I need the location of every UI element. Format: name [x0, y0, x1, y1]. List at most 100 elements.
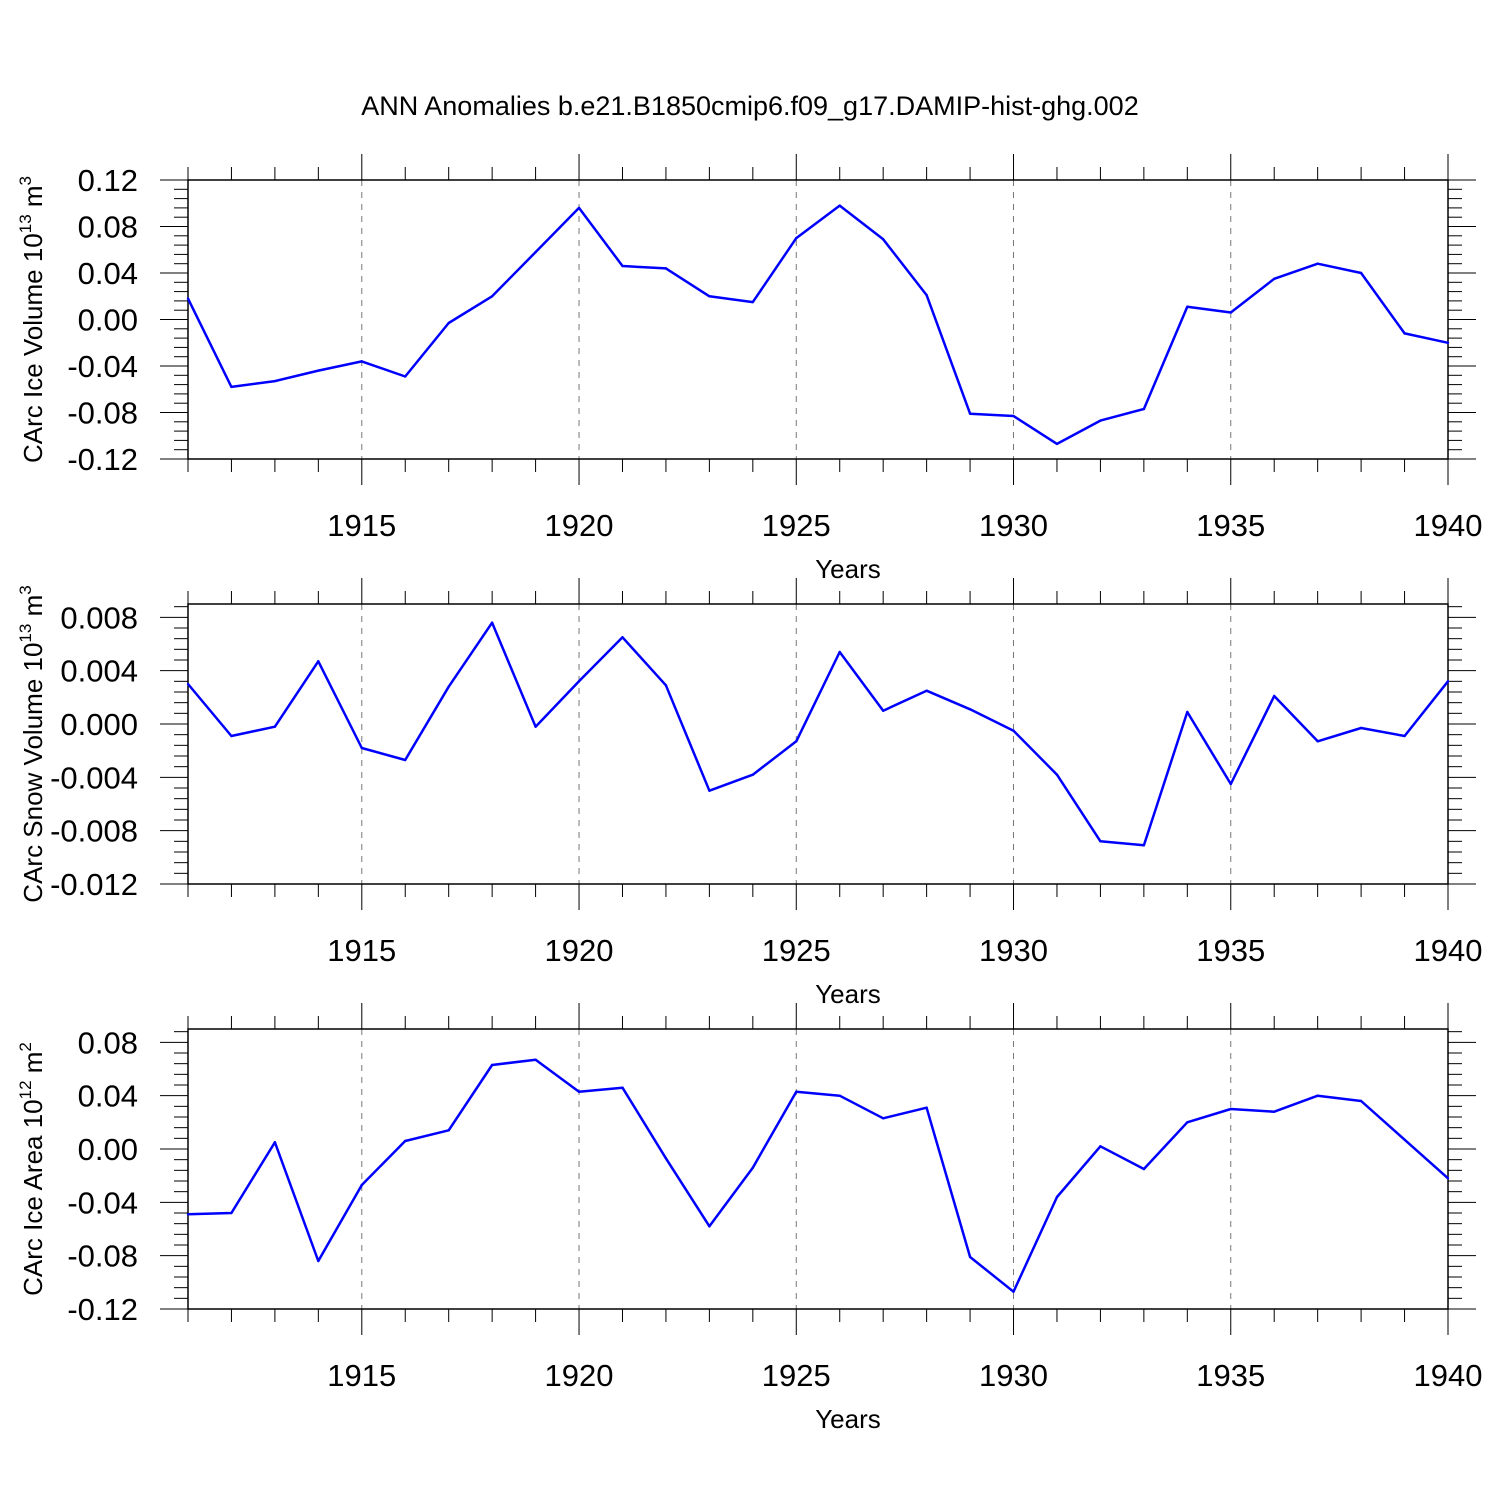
y-tick-label: -0.004	[50, 760, 138, 795]
data-point	[404, 758, 407, 762]
data-point	[230, 1211, 233, 1215]
y-tick-label: 0.008	[60, 600, 138, 635]
data-point	[230, 385, 233, 389]
data-point	[1099, 1145, 1102, 1148]
data-point	[1186, 1121, 1189, 1124]
x-tick-label: 1920	[545, 1358, 614, 1393]
data-point	[1403, 1138, 1406, 1141]
x-tick-label: 1920	[545, 933, 614, 968]
data-point	[795, 740, 798, 743]
y-tick-label: -0.12	[67, 1292, 138, 1327]
data-point	[881, 709, 885, 712]
data-point	[577, 680, 581, 683]
data-point	[404, 375, 407, 378]
x-tick-label: 1935	[1196, 1358, 1265, 1393]
plot-frame	[187, 603, 1449, 885]
series-line	[187, 621, 1449, 847]
data-point	[838, 650, 841, 654]
data-point	[490, 295, 494, 298]
x-tick-label: 1930	[979, 508, 1048, 543]
data-point	[1012, 1290, 1015, 1293]
data-point	[1316, 740, 1319, 743]
data-point	[968, 1255, 972, 1259]
data-point	[795, 1090, 798, 1093]
x-tick-label: 1940	[1414, 1358, 1483, 1393]
data-point	[1316, 262, 1319, 265]
data-point	[968, 708, 972, 711]
data-point	[621, 636, 624, 639]
y-tick-label: 0.04	[78, 1079, 138, 1114]
data-point	[838, 1094, 841, 1097]
data-point	[230, 734, 233, 738]
data-point	[534, 250, 537, 254]
data-point	[1446, 1177, 1450, 1180]
y-tick-label: 0.00	[78, 1132, 138, 1167]
data-point	[1055, 442, 1059, 446]
data-point	[968, 412, 972, 415]
x-tick-label: 1935	[1196, 508, 1265, 543]
series-line	[186, 204, 1449, 446]
x-tick-label: 1925	[762, 508, 831, 543]
data-point	[708, 789, 711, 792]
x-tick-label: 1915	[327, 508, 396, 543]
data-point	[577, 206, 581, 210]
data-point	[881, 238, 885, 241]
data-point	[1359, 271, 1363, 275]
y-tick-label: 0.00	[78, 303, 138, 338]
data-point	[664, 267, 668, 270]
data-point	[534, 1058, 537, 1061]
x-axis-label: Years	[815, 554, 881, 584]
data-point	[404, 1139, 407, 1143]
data-point	[317, 660, 320, 663]
series-line	[187, 1058, 1449, 1293]
data-point	[1099, 840, 1102, 843]
data-point	[273, 1141, 277, 1144]
chart-panel-2: -0.012 -0.008 -0.004 0.000 0.004 0.008 1915 192…	[16, 578, 1482, 1009]
y-tick-label: -0.04	[67, 349, 138, 384]
x-tick-label: 1930	[979, 933, 1048, 968]
y-tick-label: -0.012	[50, 867, 138, 902]
data-point	[1229, 1107, 1232, 1111]
data-point	[447, 321, 450, 325]
data-point	[751, 1166, 755, 1169]
x-tick-label: 1915	[327, 933, 396, 968]
x-tick-label: 1915	[327, 1358, 396, 1393]
data-point	[1359, 1099, 1363, 1103]
data-point	[577, 1090, 581, 1093]
data-point	[664, 684, 668, 687]
x-tick-label: 1925	[762, 933, 831, 968]
y-tick-label: -0.04	[67, 1185, 138, 1220]
data-point	[751, 773, 755, 776]
data-point	[360, 746, 363, 750]
plot-frame	[187, 1028, 1449, 1310]
x-tick-label: 1925	[762, 1358, 831, 1393]
x-tick-label: 1930	[979, 1358, 1048, 1393]
data-point	[795, 236, 798, 240]
data-point	[1446, 680, 1450, 683]
x-axis-label: Years	[815, 979, 881, 1009]
data-point	[1273, 277, 1276, 281]
data-point	[1316, 1094, 1319, 1097]
chart-panel-3: -0.12 -0.08 -0.04 0.00 0.04 0.08 1915 1920 1925 1…	[16, 1003, 1482, 1434]
data-point	[534, 725, 537, 728]
y-tick-label: 0.08	[78, 210, 138, 245]
y-axis-label: CArc Ice Volume 1013 m3	[16, 176, 48, 463]
data-point	[1403, 734, 1406, 738]
y-axis-label: CArc Ice Area 1012 m2	[16, 1042, 48, 1296]
data-point	[186, 682, 190, 686]
x-tick-label: 1920	[545, 508, 614, 543]
data-point	[1186, 305, 1189, 308]
data-point	[708, 1225, 711, 1228]
data-point	[1446, 341, 1450, 344]
data-point	[360, 1183, 363, 1187]
data-point	[360, 360, 363, 363]
data-point	[273, 379, 277, 383]
x-tick-label: 1940	[1414, 933, 1483, 968]
data-point	[317, 369, 320, 372]
data-point	[751, 300, 755, 304]
y-tick-label: 0.04	[78, 256, 138, 291]
data-point	[1099, 419, 1102, 422]
y-tick-label: -0.08	[67, 1239, 138, 1274]
